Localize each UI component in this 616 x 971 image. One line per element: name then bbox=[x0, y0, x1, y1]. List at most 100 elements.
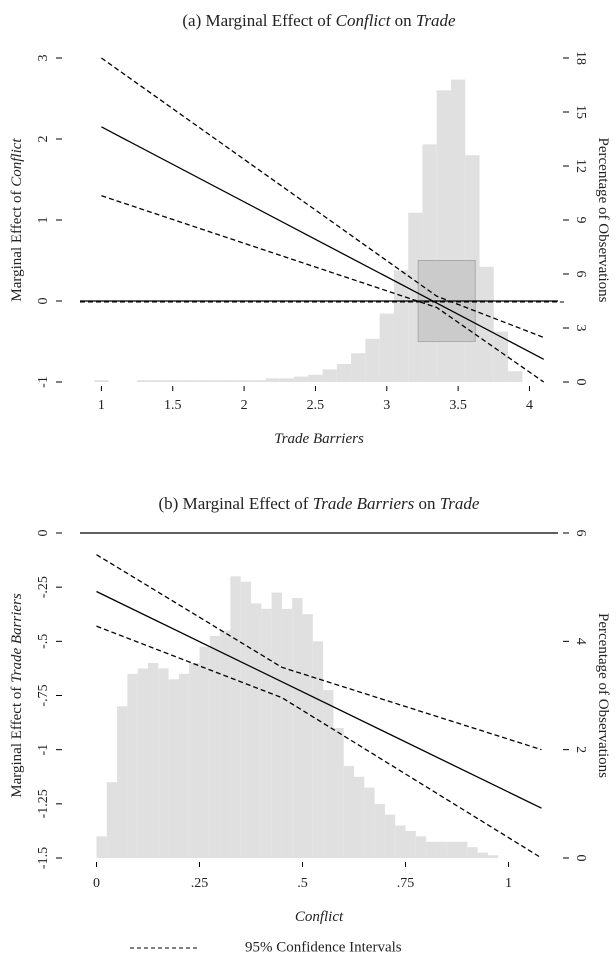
histogram-bar bbox=[158, 668, 169, 858]
histogram-bar bbox=[220, 630, 231, 858]
x-tick-label: 0 bbox=[93, 876, 100, 891]
x-tick-label: .75 bbox=[397, 876, 415, 891]
y-axis-title-part: Marginal Effect of bbox=[9, 683, 25, 798]
histogram-bar bbox=[294, 376, 309, 382]
histogram-bar bbox=[251, 380, 266, 382]
histogram-bar bbox=[302, 614, 313, 858]
x-axis-title-part: Conflict bbox=[295, 909, 344, 925]
y2-tick-label: 6 bbox=[573, 530, 588, 537]
y2-tick-label: 4 bbox=[573, 638, 588, 645]
ci-line bbox=[96, 625, 542, 859]
x-tick-label: 3 bbox=[383, 398, 390, 413]
histogram-bar bbox=[477, 852, 488, 858]
histogram-bar bbox=[271, 592, 282, 858]
ci-line bbox=[101, 57, 544, 339]
histogram-bar bbox=[147, 663, 159, 858]
histogram-bar bbox=[312, 641, 324, 858]
histogram-bar bbox=[467, 847, 478, 858]
y2-tick-label: 12 bbox=[573, 159, 588, 173]
chart-title-part: (b) Marginal Effect of bbox=[159, 494, 313, 513]
y2-tick-label: 0 bbox=[573, 379, 588, 386]
chart-title-part: on bbox=[414, 494, 440, 513]
histogram-bar bbox=[96, 836, 107, 858]
x-tick-label: 2 bbox=[241, 398, 248, 413]
y-axis-title-part: Marginal Effect of bbox=[9, 187, 25, 302]
y-tick-label: -1 bbox=[36, 744, 51, 756]
histogram-bar bbox=[508, 371, 523, 382]
histogram-bar bbox=[236, 380, 252, 382]
histogram-bar bbox=[343, 765, 355, 858]
x-tick-label: 1.5 bbox=[164, 398, 182, 413]
histogram-bar bbox=[415, 836, 427, 858]
histogram-bar bbox=[137, 380, 152, 382]
histogram-bar bbox=[194, 380, 209, 382]
histogram-bar bbox=[354, 776, 365, 858]
chart-title: (b) Marginal Effect of Trade Barriers on… bbox=[159, 494, 480, 513]
histogram-bar bbox=[279, 378, 295, 382]
x-axis-title-part: Trade Barriers bbox=[274, 431, 364, 447]
histogram-bar bbox=[436, 841, 447, 858]
histogram-bar bbox=[251, 603, 262, 858]
y2-tick-label: 3 bbox=[573, 325, 588, 332]
ci-line bbox=[101, 195, 545, 383]
y-tick-label: 0 bbox=[36, 298, 51, 305]
histogram-bar bbox=[222, 380, 237, 382]
histogram-bar bbox=[281, 608, 293, 858]
y2-tick-label: 18 bbox=[573, 51, 588, 65]
histogram-bar bbox=[240, 581, 252, 858]
histogram-bar bbox=[261, 608, 272, 858]
y-tick-label: 3 bbox=[36, 55, 51, 62]
histogram-bar bbox=[322, 369, 337, 382]
y-axis-title-part: Trade Barriers bbox=[9, 593, 25, 683]
x-tick-label: 2.5 bbox=[307, 398, 325, 413]
y-tick-label: -.5 bbox=[36, 634, 51, 649]
y2-axis-title-part: Percentage of Observations bbox=[595, 138, 611, 303]
histogram-bar bbox=[137, 668, 148, 858]
histogram-bar bbox=[405, 830, 416, 858]
chart-title: (a) Marginal Effect of Conflict on Trade bbox=[182, 11, 456, 30]
y2-tick-label: 6 bbox=[573, 271, 588, 278]
y-tick-label: 2 bbox=[36, 136, 51, 143]
y2-axis-title: Percentage of Observations bbox=[595, 613, 611, 778]
histogram-bar bbox=[265, 378, 280, 382]
histogram-bar bbox=[106, 782, 118, 858]
histogram-bar bbox=[374, 803, 385, 858]
histogram-bar bbox=[178, 673, 190, 858]
y-tick-label: -1.5 bbox=[36, 847, 51, 869]
histogram-bar bbox=[209, 635, 221, 858]
histogram-bar bbox=[364, 787, 375, 858]
x-tick-label: 4 bbox=[526, 398, 533, 413]
histogram-bar bbox=[379, 313, 394, 382]
chart-title-part: on bbox=[390, 11, 416, 30]
x-tick-label: 3.5 bbox=[449, 398, 467, 413]
histogram-bar bbox=[446, 841, 458, 858]
histogram-bar bbox=[151, 380, 166, 382]
y2-axis-title-part: Percentage of Observations bbox=[595, 613, 611, 778]
chart-title-part: Trade Barriers bbox=[313, 494, 415, 513]
y-axis-title-part: Conflict bbox=[9, 138, 25, 187]
histogram-bar bbox=[393, 270, 409, 382]
x-axis-title: Trade Barriers bbox=[274, 431, 364, 447]
histogram-bar bbox=[230, 576, 241, 858]
histogram-bar bbox=[384, 814, 396, 858]
histogram-bar bbox=[117, 706, 128, 858]
y2-tick-label: 0 bbox=[573, 855, 588, 862]
y2-tick-label: 9 bbox=[573, 217, 588, 224]
x-tick-label: .25 bbox=[191, 876, 209, 891]
effect-line bbox=[101, 126, 545, 360]
histogram-bar bbox=[479, 266, 494, 382]
chart-title-part: Trade bbox=[416, 11, 456, 30]
y2-tick-label: 15 bbox=[573, 105, 588, 119]
histogram-bar bbox=[336, 364, 352, 382]
y-tick-label: -1.25 bbox=[36, 789, 51, 818]
histogram-bar bbox=[165, 380, 180, 382]
y-tick-label: -.75 bbox=[36, 684, 51, 706]
x-tick-label: 1 bbox=[505, 876, 512, 891]
y-axis-title: Marginal Effect of Trade Barriers bbox=[9, 593, 25, 798]
x-tick-label: 1 bbox=[98, 398, 105, 413]
y2-axis-title: Percentage of Observations bbox=[595, 138, 611, 303]
histogram-bar bbox=[189, 663, 200, 858]
histogram-bar bbox=[292, 598, 303, 858]
y-tick-label: 1 bbox=[36, 217, 51, 224]
chart-title-part: Conflict bbox=[336, 11, 392, 30]
